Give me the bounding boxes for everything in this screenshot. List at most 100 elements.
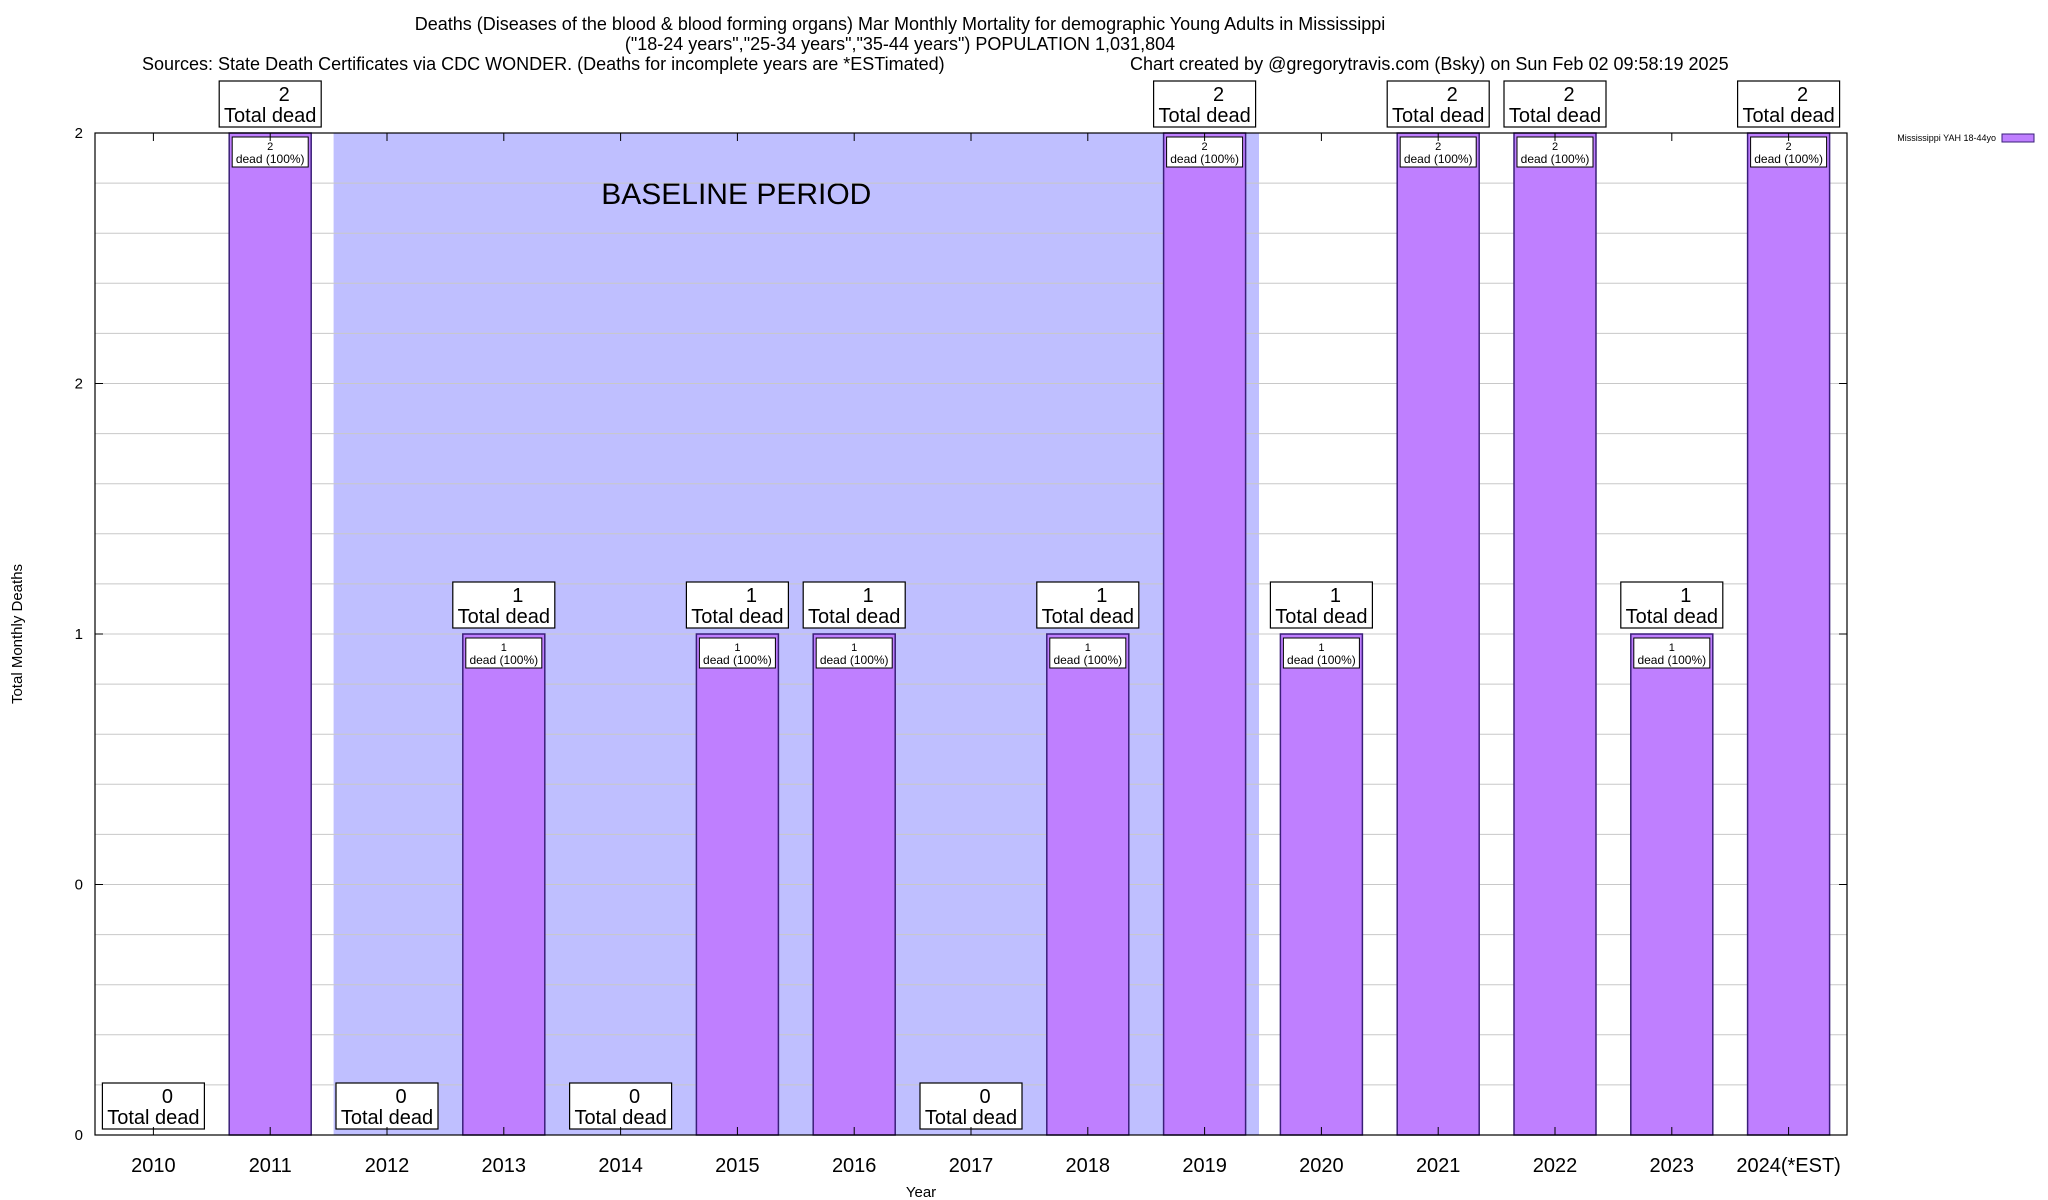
total-label-text: Total dead <box>224 105 316 127</box>
total-label-count: 0 <box>162 1086 173 1108</box>
bar <box>1630 633 1714 1136</box>
total-label-count: 2 <box>1447 84 1458 106</box>
total-label-box <box>568 1082 673 1130</box>
bar-inner-label: dead (100%) <box>1170 152 1239 166</box>
x-tick-label: 2024(*EST) <box>1736 1155 1841 1177</box>
total-label-box <box>919 1082 1023 1130</box>
legend-swatch <box>2001 133 2035 143</box>
total-label-text: Total dead <box>1042 606 1134 628</box>
total-label-text: Total dead <box>1626 606 1718 628</box>
total-label-count: 0 <box>979 1086 990 1108</box>
bar <box>1396 132 1480 1136</box>
y-tick-label: 1 <box>75 626 83 643</box>
bar-inner-label-box <box>1633 637 1711 669</box>
total-label-count: 0 <box>629 1086 640 1108</box>
total-label-box <box>452 581 556 629</box>
bar-inner-label: dead (100%) <box>1754 152 1823 166</box>
total-label-count: 1 <box>512 585 523 607</box>
x-tick-label: 2013 <box>482 1155 527 1177</box>
y-tick-label: 2 <box>75 376 83 393</box>
total-label-text: Total dead <box>691 606 783 628</box>
x-tick-label: 2022 <box>1533 1155 1578 1177</box>
bar-inner-label: dead (100%) <box>1404 152 1473 166</box>
total-label-text: Total dead <box>107 1107 199 1129</box>
x-tick-label: 2010 <box>131 1155 176 1177</box>
y-tick-label: 2 <box>75 125 83 142</box>
total-label-count: 2 <box>1563 84 1574 106</box>
bar <box>1162 132 1247 1136</box>
bar-inner-count: 1 <box>851 642 857 654</box>
bar <box>1279 633 1364 1136</box>
legend-label: Mississippi YAH 18-44yo <box>1897 133 1996 143</box>
y-axis-label: Total Monthly Deaths <box>9 564 26 704</box>
y-tick-label: 0 <box>75 1127 83 1144</box>
total-label-count: 1 <box>1096 585 1107 607</box>
bar-inner-label: dead (100%) <box>703 653 772 667</box>
bar <box>695 633 780 1136</box>
total-label-text: Total dead <box>808 606 900 628</box>
total-label-count: 1 <box>863 585 874 607</box>
x-tick-label: 2015 <box>715 1155 760 1177</box>
bar-inner-count: 2 <box>1435 141 1441 153</box>
bar-inner-label-box <box>465 637 543 669</box>
total-label-text: Total dead <box>1742 105 1834 127</box>
bar-inner-count: 2 <box>1552 141 1558 153</box>
bar-inner-count: 1 <box>1085 642 1091 654</box>
bar-inner-count: 1 <box>734 642 740 654</box>
total-label-text: Total dead <box>925 1107 1017 1129</box>
x-tick-label: 2021 <box>1416 1155 1461 1177</box>
x-tick-label: 2016 <box>832 1155 877 1177</box>
bar-inner-count: 1 <box>501 642 507 654</box>
x-tick-label: 2018 <box>1066 1155 1111 1177</box>
total-label-box <box>1152 80 1257 128</box>
total-label-count: 1 <box>1330 585 1341 607</box>
bar-inner-label-box <box>1516 136 1594 168</box>
bar-inner-count: 2 <box>267 141 273 153</box>
total-label-box <box>1503 80 1607 128</box>
total-label-count: 2 <box>1213 84 1224 106</box>
total-label-box <box>218 80 322 128</box>
x-tick-label: 2023 <box>1650 1155 1695 1177</box>
total-label-box <box>335 1082 439 1130</box>
bar-inner-label-box <box>1282 637 1360 669</box>
total-label-count: 0 <box>395 1086 406 1108</box>
total-label-count: 2 <box>1797 84 1808 106</box>
total-label-text: Total dead <box>1158 105 1250 127</box>
x-tick-label: 2019 <box>1182 1155 1227 1177</box>
bar-inner-label: dead (100%) <box>1521 152 1590 166</box>
x-tick-label: 2012 <box>365 1155 410 1177</box>
total-label-count: 1 <box>746 585 757 607</box>
x-axis-label: Year <box>906 1184 936 1200</box>
x-tick-label: 2014 <box>598 1155 643 1177</box>
total-label-box <box>1036 581 1140 629</box>
bar-inner-label: dead (100%) <box>820 653 889 667</box>
bar <box>228 132 312 1136</box>
chart-source: Sources: State Death Certificates via CD… <box>142 54 945 74</box>
bar-inner-count: 2 <box>1786 141 1792 153</box>
total-label-box <box>1269 581 1374 629</box>
chart-credit: Chart created by @gregorytravis.com (Bsk… <box>1130 54 1729 74</box>
total-label-text: Total dead <box>1392 105 1484 127</box>
bar-inner-count: 1 <box>1669 642 1675 654</box>
chart-title: Deaths (Diseases of the blood & blood fo… <box>414 14 1386 34</box>
total-label-text: Total dead <box>341 1107 433 1129</box>
bar-inner-label-box <box>1049 637 1127 669</box>
total-label-box <box>1736 80 1841 128</box>
bar-inner-label-box <box>1750 136 1828 168</box>
bar-inner-label: dead (100%) <box>1287 653 1356 667</box>
bar-inner-label: dead (100%) <box>469 653 538 667</box>
total-label-box <box>1620 581 1724 629</box>
bar-inner-label-box <box>698 637 776 669</box>
total-label-text: Total dead <box>458 606 550 628</box>
total-label-box <box>1386 80 1490 128</box>
bar-inner-count: 2 <box>1202 141 1208 153</box>
total-label-text: Total dead <box>1275 606 1367 628</box>
total-label-text: Total dead <box>1509 105 1601 127</box>
total-label-box <box>802 581 906 629</box>
bar-inner-label: dead (100%) <box>1053 653 1122 667</box>
bar <box>1513 132 1597 1136</box>
bar <box>1046 633 1130 1136</box>
total-label-box <box>101 1082 206 1130</box>
bar <box>1746 132 1831 1136</box>
